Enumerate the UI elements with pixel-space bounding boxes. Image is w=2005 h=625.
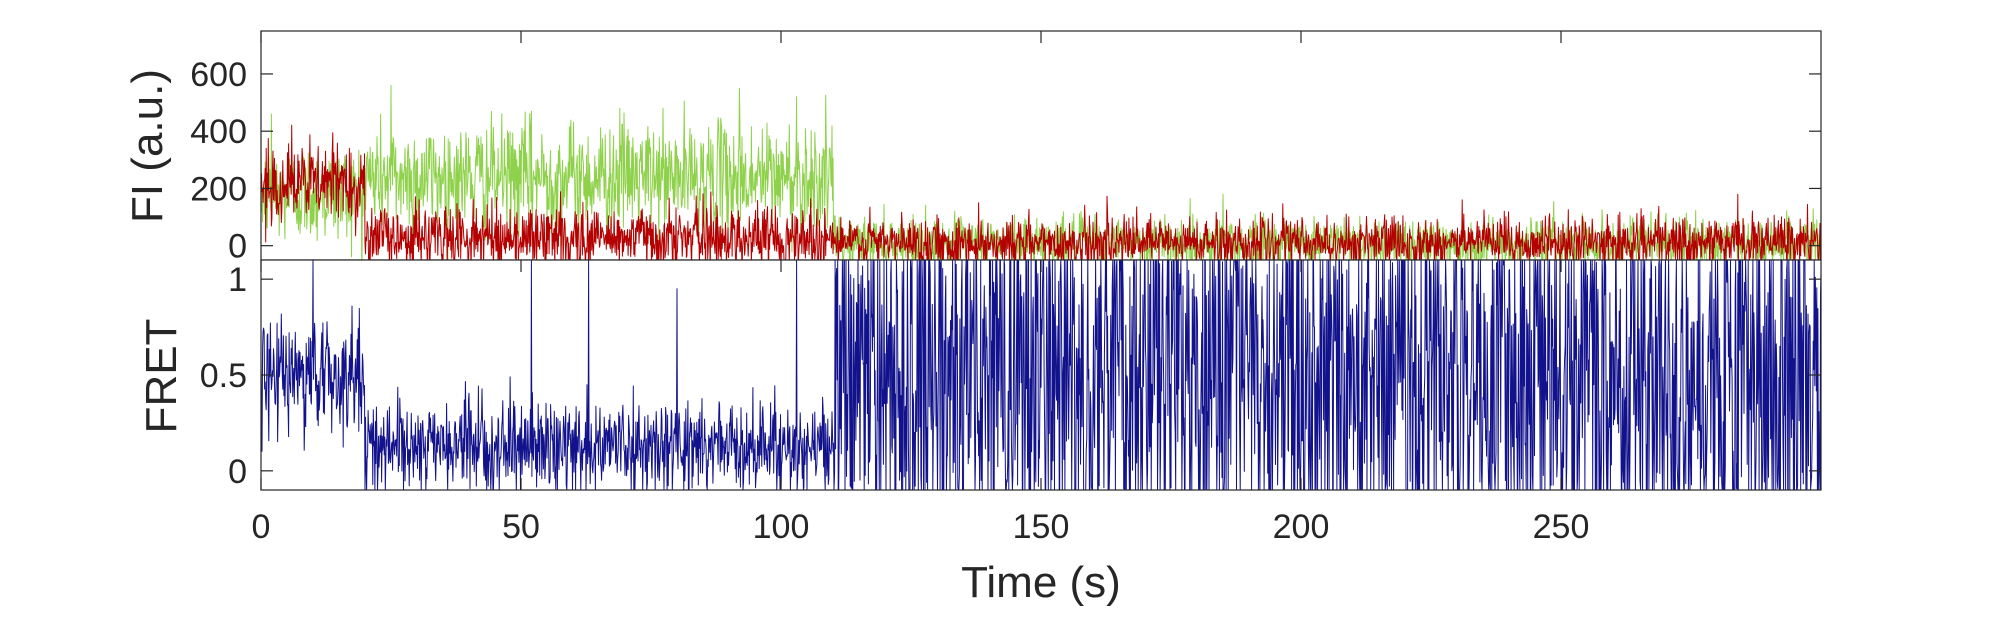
xtick-label: 150 (1013, 508, 1070, 546)
xtick-label: 50 (502, 508, 540, 546)
bottom-ytick-label: 0 (228, 453, 247, 491)
bottom-ytick-label: 1 (228, 261, 247, 299)
xtick-label: 200 (1273, 508, 1330, 546)
bottom-series-fret-efficiency-line (261, 260, 1821, 490)
top-ytick-label: 200 (190, 170, 247, 208)
time-x-axis-label: Time (s) (961, 558, 1121, 607)
fret-panel: 00.51 0 50 100 150 200 250 FRET Time (s) (137, 31, 1822, 607)
top-ytick-label: 400 (190, 113, 247, 151)
top-ytick-label: 0 (228, 228, 247, 266)
fluorescence-plot-area (261, 31, 1821, 260)
bottom-ytick-label: 0.5 (200, 357, 247, 395)
xtick-label: 0 (252, 508, 271, 546)
fret-y-axis-label: FRET (137, 319, 186, 434)
top-series-acceptor-line (261, 124, 1821, 260)
fret-series-group (261, 260, 1821, 490)
xtick-label: 100 (753, 508, 810, 546)
fluorescence-series-group (261, 84, 1821, 260)
fret-y-ticks: 00.51 (200, 261, 1821, 491)
xtick-label: 250 (1533, 508, 1590, 546)
fluorescence-y-axis-label: FI (a.u.) (123, 69, 172, 223)
top-ytick-label: 600 (190, 56, 247, 94)
fluorescence-panel: 0 200 400 600 FI (a.u.) (123, 30, 1822, 266)
fluorescence-y-ticks: 0 200 400 600 (190, 56, 1821, 266)
time-x-ticks: 0 50 100 150 200 250 (252, 31, 1590, 546)
